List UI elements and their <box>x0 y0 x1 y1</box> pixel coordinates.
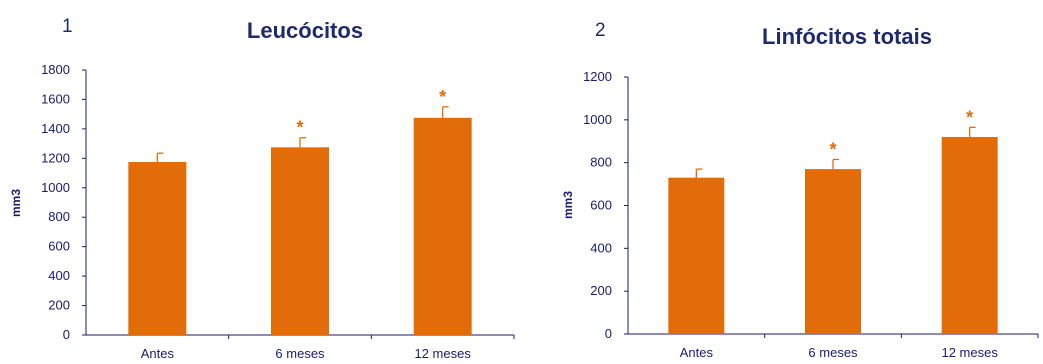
significance-asterisk: * <box>296 118 303 138</box>
y-tick-label: 1000 <box>41 180 70 195</box>
chart-title: Linfócitos totais <box>762 24 932 49</box>
bar <box>805 169 861 334</box>
panel-number: 1 <box>62 16 73 37</box>
bar <box>271 147 329 335</box>
y-tick-label: 1200 <box>583 69 612 84</box>
bar <box>668 177 725 334</box>
y-tick-label: 200 <box>48 298 70 313</box>
x-tick-label: 12 meses <box>414 346 471 361</box>
x-tick-label: 12 meses <box>941 345 998 360</box>
y-tick-label: 0 <box>63 327 70 342</box>
x-tick-label: 6 meses <box>275 346 325 361</box>
y-tick-label: 600 <box>48 239 70 254</box>
bar <box>941 136 998 334</box>
y-tick-label: 400 <box>590 240 612 255</box>
x-tick-label: Antes <box>141 346 175 361</box>
bar <box>413 117 472 335</box>
chart-panel-linfocitos-totais: 2 Linfócitos totais mm3 0 200 400 600 800 100… <box>561 20 1039 360</box>
y-tick-label: 1600 <box>41 91 70 106</box>
y-tick-label: 1200 <box>41 150 70 165</box>
y-axis-label: mm3 <box>9 189 23 217</box>
significance-asterisk: * <box>966 107 973 127</box>
x-tick-label: Antes <box>680 345 714 360</box>
y-tick-label: 800 <box>590 155 612 170</box>
bar <box>128 162 187 335</box>
y-tick-label: 1400 <box>41 121 70 136</box>
x-tick-label: 6 meses <box>808 345 858 360</box>
y-tick-label: 0 <box>605 326 612 341</box>
significance-asterisk: * <box>439 87 446 107</box>
chart-title: Leucócitos <box>247 18 363 43</box>
y-tick-label: 800 <box>48 209 70 224</box>
y-tick-label: 200 <box>590 283 612 298</box>
y-tick-label: 600 <box>590 198 612 213</box>
y-tick-label: 1800 <box>41 62 70 77</box>
y-axis-label: mm3 <box>561 191 575 219</box>
panel-number: 2 <box>595 20 606 41</box>
chart-panel-leucocitos: 1 Leucócitos mm3 0 200 400 600 800 1000 1200 14… <box>9 16 515 361</box>
y-tick-label: 400 <box>48 268 70 283</box>
y-tick-label: 1000 <box>583 112 612 127</box>
significance-asterisk: * <box>829 139 836 159</box>
